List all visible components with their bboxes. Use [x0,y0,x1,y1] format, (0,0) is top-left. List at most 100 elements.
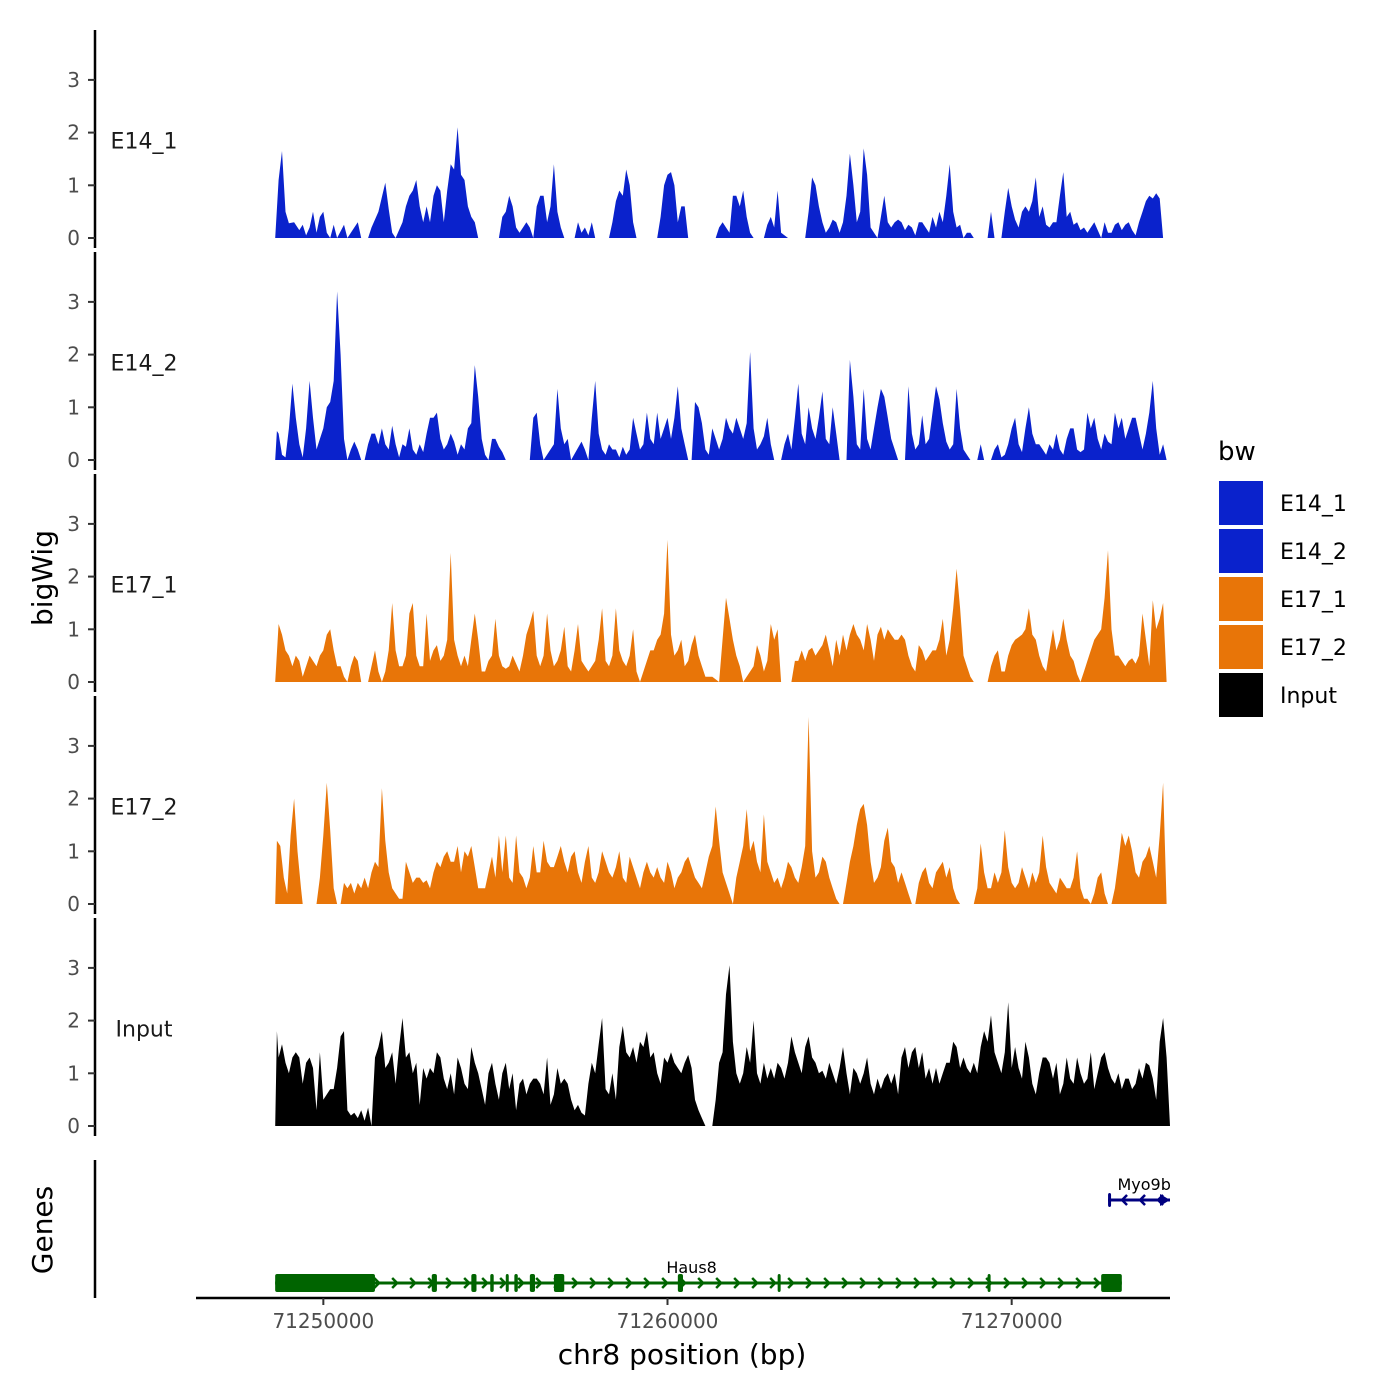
strand-arrow [373,1277,381,1289]
track-e17-2: 0 1 2 3 E17_2 [67,696,1167,916]
coverage-area-e14-1 [275,127,1164,238]
legend-label: Input [1280,684,1337,709]
gene-exon [431,1274,437,1292]
y-tick-label: 3 [67,68,80,92]
legend-item: E17_2 [1217,623,1347,671]
strand-arrow [1057,1277,1065,1289]
strand-arrow [661,1277,669,1289]
coverage-area-input [275,965,1170,1126]
track-label: E17_1 [111,574,178,599]
gene-exon [514,1274,518,1292]
y-tick-label: 3 [67,956,80,980]
legend-item: Input [1217,671,1337,719]
strand-arrow [769,1277,777,1289]
strand-arrow [967,1277,975,1289]
y-axis-title: bigWig [26,530,59,626]
genes-track: Haus8 Myo9b [93,1160,1171,1298]
strand-arrow [841,1277,849,1289]
coverage-area-e17-1 [275,539,1167,682]
gene-exon [471,1274,477,1292]
gene-exon [777,1274,781,1292]
strand-arrow [1075,1277,1083,1289]
strand-arrow [1039,1277,1047,1289]
gene-exon [505,1274,509,1292]
legend-item: E17_1 [1217,575,1347,623]
legend-swatch [1217,671,1265,719]
strand-arrow [607,1277,615,1289]
legend-swatch [1217,527,1265,575]
gene-label: Myo9b [1117,1175,1170,1194]
strand-arrow [481,1277,489,1289]
gene-exon [677,1274,683,1292]
gene-end-arrow [1160,1194,1170,1206]
coverage-tracks: 0 1 2 3 E14_1 0 1 2 3 E14_2 0 1 2 3 E17_1 0 1 2 3 E17_2 0 1 2 3… [67,30,1170,1138]
x-tick-label: 71250000 [272,1309,374,1333]
strand-arrow [1120,1194,1128,1206]
y-tick-label: 1 [67,395,80,419]
y-tick-label: 1 [67,839,80,863]
strand-arrow [589,1277,597,1289]
gene-exon [1108,1193,1112,1207]
y-tick-label: 2 [67,565,80,589]
strand-arrow [445,1277,453,1289]
strand-arrow [571,1277,579,1289]
strand-arrow [805,1277,813,1289]
strand-arrow [697,1277,705,1289]
strand-arrow [859,1277,867,1289]
y-tick-label: 1 [67,1061,80,1085]
coverage-area-e17-2 [275,716,1167,904]
track-label: E14_1 [111,130,178,155]
gene-haus8: Haus8 [275,1258,1122,1292]
track-label: Input [116,1018,173,1043]
legend-swatch [1217,623,1265,671]
legend-label: E14_1 [1280,492,1347,517]
x-axis: 71250000 71260000 71270000 [196,1296,1170,1333]
x-tick-label: 71260000 [617,1309,719,1333]
strand-arrow [643,1277,651,1289]
coverage-area-e14-2 [275,291,1167,460]
y-tick-label: 1 [67,173,80,197]
legend-title: bw [1218,437,1256,467]
strand-arrow [751,1277,759,1289]
strand-arrow [517,1277,525,1289]
strand-arrow [499,1277,507,1289]
y-tick-label: 0 [67,1114,80,1138]
track-e14-2: 0 1 2 3 E14_2 [67,252,1167,472]
gene-exon [553,1274,565,1292]
strand-arrow [949,1277,957,1289]
strand-arrow [391,1277,399,1289]
legend-swatch [1217,479,1265,527]
strand-arrow [913,1277,921,1289]
strand-arrow [733,1277,741,1289]
y-tick-label: 1 [67,617,80,641]
legend-label: E17_1 [1280,588,1347,613]
track-e17-1: 0 1 2 3 E17_1 [67,474,1167,694]
y-tick-label: 2 [67,1009,80,1033]
strand-arrow [535,1277,543,1289]
strand-arrow [787,1277,795,1289]
legend: bw E14_1 E14_2 E17_1 E17_2 Input [1217,437,1347,719]
legend-label: E17_2 [1280,636,1347,661]
y-tick-label: 3 [67,290,80,314]
gene-exon [529,1274,536,1292]
gene-exon [275,1274,375,1292]
y-tick-label: 2 [67,121,80,145]
y-tick-label: 0 [67,448,80,472]
y-tick-label: 3 [67,734,80,758]
track-input: 0 1 2 3 Input [67,918,1170,1138]
strand-arrow [715,1277,723,1289]
strand-arrow [463,1277,471,1289]
y-tick-label: 0 [67,226,80,250]
legend-swatch [1217,575,1265,623]
gene-exon [490,1274,494,1292]
legend-label: E14_2 [1280,540,1347,565]
track-e14-1: 0 1 2 3 E14_1 [67,30,1164,250]
gene-exon [987,1274,991,1292]
strand-arrow [625,1277,633,1289]
strand-arrow [1003,1277,1011,1289]
strand-arrow [931,1277,939,1289]
strand-arrow [1138,1194,1146,1206]
track-label: E14_2 [111,352,178,377]
strand-arrow [409,1277,417,1289]
